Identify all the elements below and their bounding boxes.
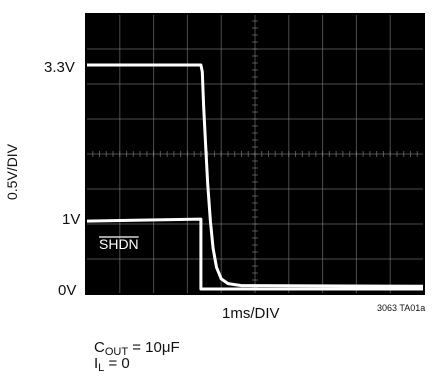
- traces: SHDN: [85, 63, 425, 291]
- trace-v_out: [86, 63, 425, 288]
- cout-subscript: OUT: [104, 346, 129, 358]
- figure-id: 3063 TA01a: [377, 303, 426, 313]
- y-tick-label-0v: 0V: [58, 282, 77, 299]
- y-axis-label: 0.5V/DIV: [4, 143, 20, 200]
- grid: [85, 13, 425, 295]
- shdn-label: SHDN: [99, 236, 139, 252]
- x-axis-label: 1ms/DIV: [222, 305, 280, 322]
- il-subscript: L: [98, 362, 105, 374]
- trace-shdn: [85, 217, 424, 291]
- il-symbol: I: [94, 355, 99, 372]
- shdn-label-group: SHDN: [99, 236, 139, 252]
- il-value: = 0: [104, 355, 130, 372]
- cout-condition: COUT = 10μF: [94, 340, 180, 360]
- y-tick-label-1v: 1V: [62, 211, 81, 228]
- y-tick-label-3.3v: 3.3V: [44, 59, 75, 76]
- cout-symbol: C: [94, 339, 105, 356]
- il-condition: IL = 0: [94, 356, 130, 376]
- cout-value: = 10μF: [128, 339, 180, 356]
- plot-frame: [85, 13, 425, 295]
